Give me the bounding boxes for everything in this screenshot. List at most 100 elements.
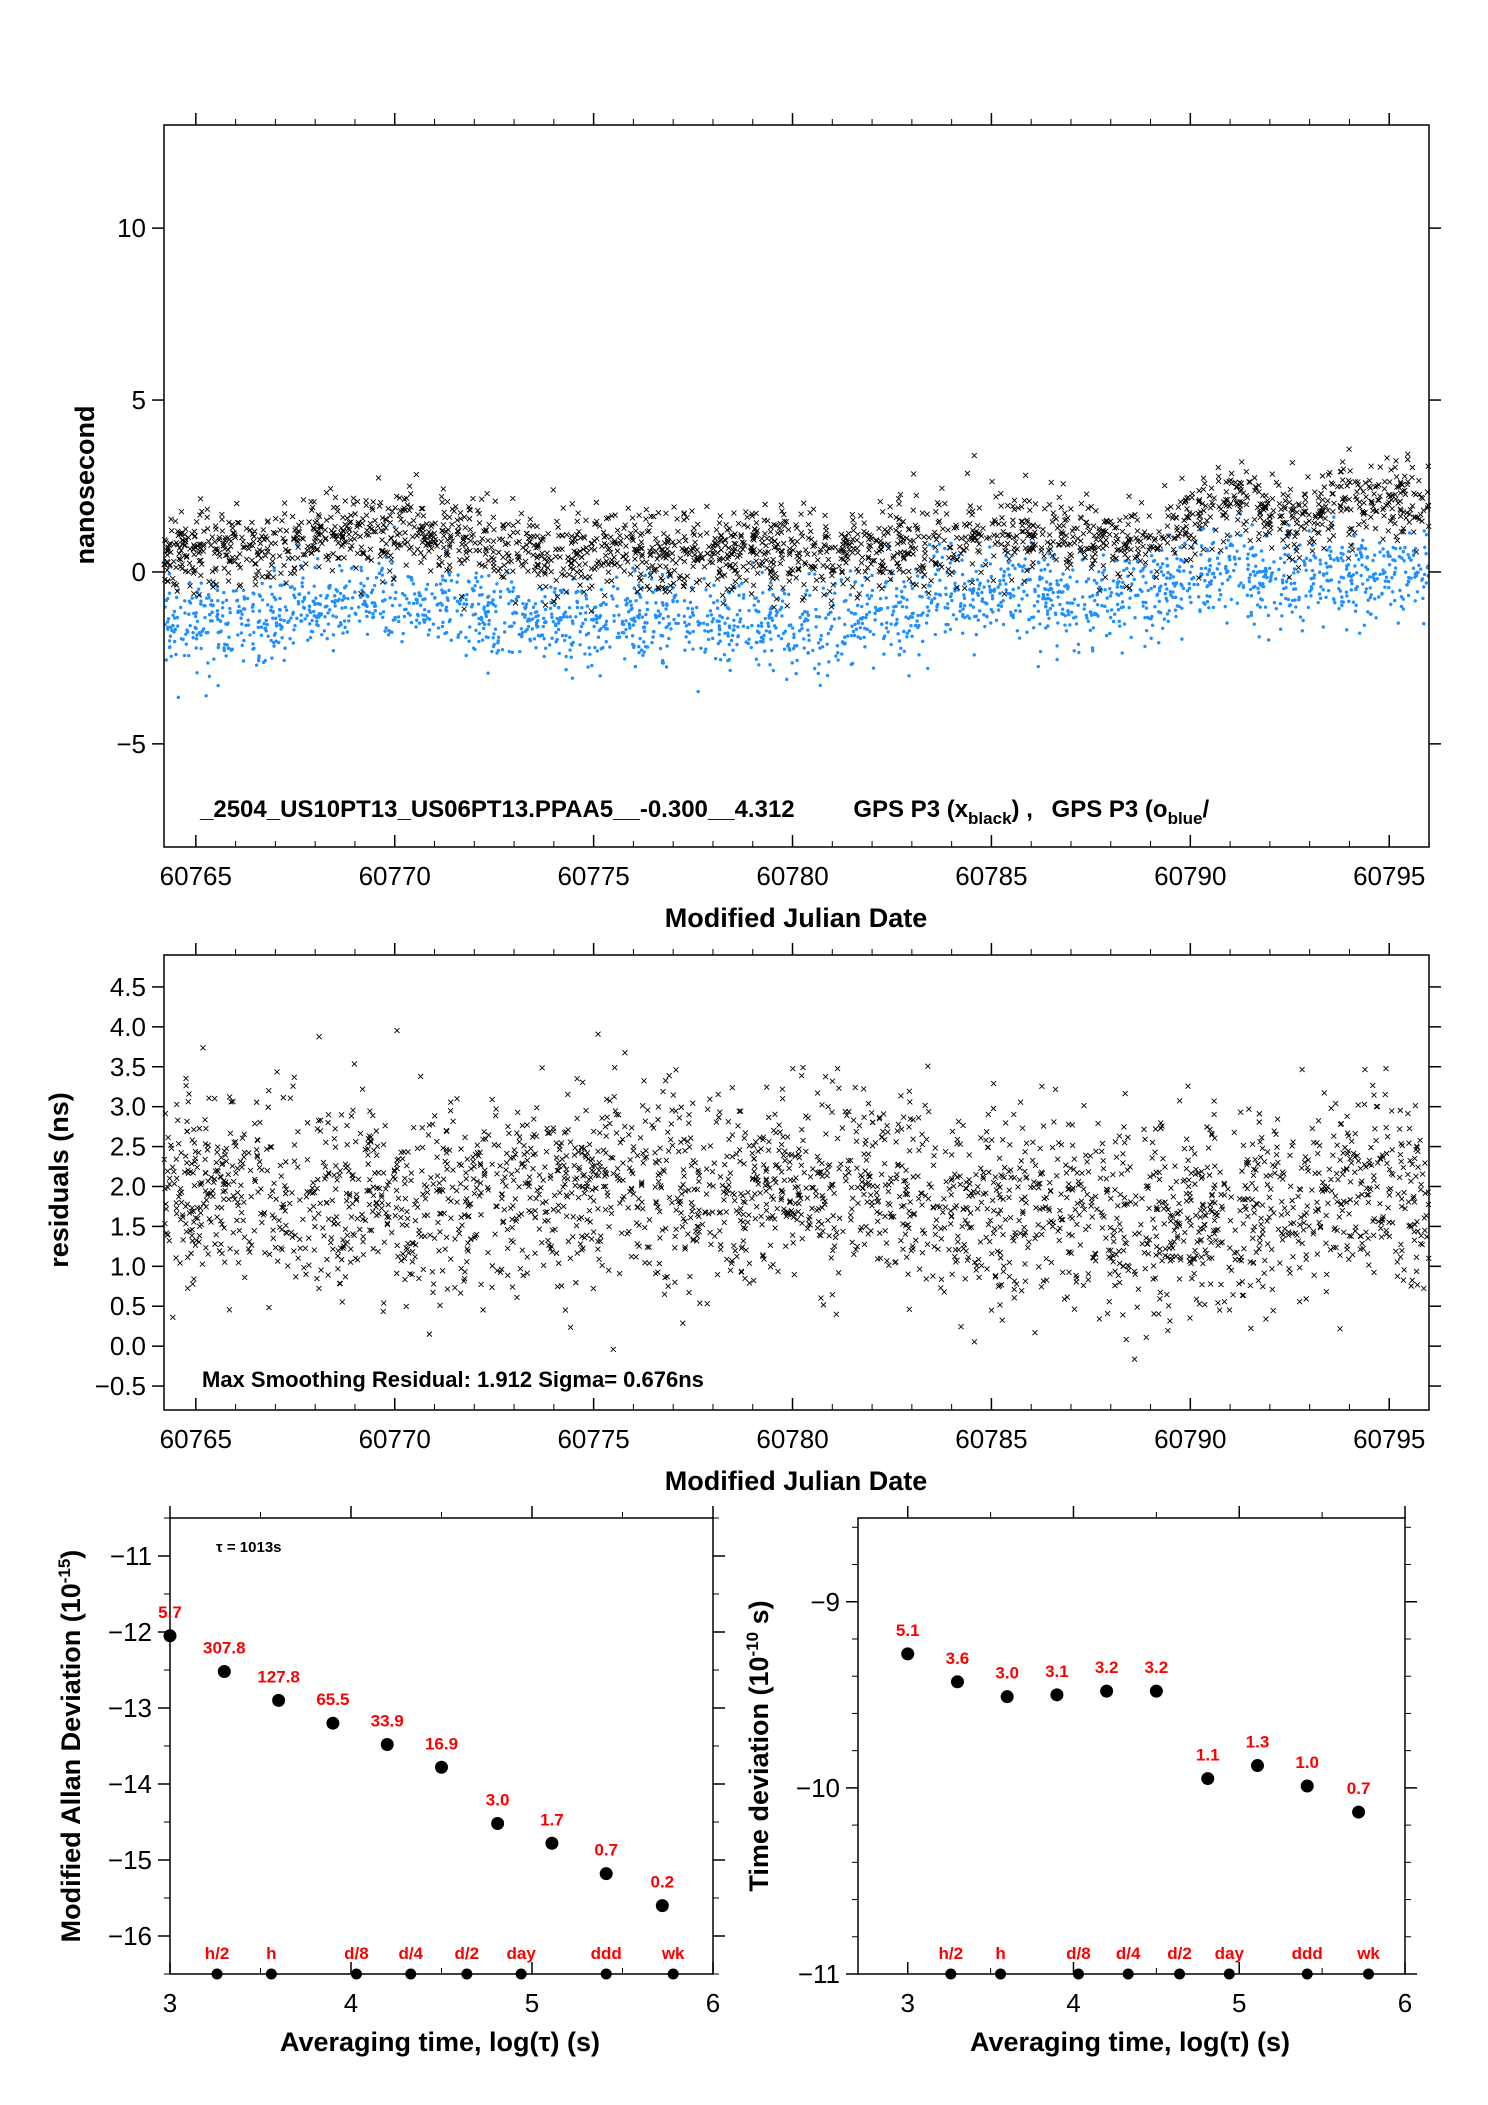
ts-blue-point bbox=[756, 599, 761, 603]
ts-black-point bbox=[479, 535, 486, 542]
ts-blue-point bbox=[723, 598, 727, 602]
ts-blue-point bbox=[1325, 571, 1329, 575]
ts-black-point bbox=[1103, 542, 1110, 549]
ts-blue-point bbox=[568, 648, 572, 652]
ts-blue-point bbox=[194, 646, 198, 650]
res-point bbox=[819, 1204, 825, 1211]
ts-black-point bbox=[352, 530, 359, 537]
res-point bbox=[1301, 1212, 1308, 1219]
ts-black-point bbox=[417, 526, 423, 532]
ts-black-point bbox=[476, 561, 483, 567]
ts-blue-point bbox=[1368, 612, 1373, 616]
ts-blue-point bbox=[500, 648, 505, 652]
ts-black-point bbox=[383, 540, 390, 547]
res-point bbox=[297, 1245, 304, 1252]
ts-blue-point bbox=[524, 602, 529, 606]
ts-blue-point bbox=[853, 611, 858, 616]
ts-black-point bbox=[419, 539, 426, 546]
ts-blue-point bbox=[1413, 599, 1417, 603]
ts-black-point bbox=[1302, 491, 1309, 498]
ts-black-point bbox=[582, 561, 589, 567]
ts-blue-point bbox=[1063, 623, 1067, 627]
ts-blue-point bbox=[996, 585, 1000, 589]
res-point bbox=[752, 1215, 759, 1222]
ts-black-point bbox=[270, 553, 276, 559]
ts-blue-point bbox=[1173, 608, 1178, 612]
ts-black-point bbox=[546, 555, 552, 561]
ts-blue-point bbox=[310, 618, 314, 623]
ts-blue-point bbox=[523, 615, 527, 619]
ts-blue-point bbox=[1171, 581, 1176, 586]
ts-blue-point bbox=[477, 639, 481, 644]
ts-black-point bbox=[1189, 490, 1196, 497]
ts-blue-point bbox=[854, 627, 859, 631]
ts-blue-point bbox=[1060, 607, 1065, 611]
res-point bbox=[814, 1153, 821, 1160]
ts-blue-point bbox=[1361, 582, 1365, 586]
ts-blue-point bbox=[391, 618, 396, 622]
ts-black-point bbox=[534, 555, 540, 561]
ts-black-point bbox=[1200, 486, 1207, 493]
ts-black-point bbox=[466, 506, 473, 513]
res-point bbox=[1056, 1237, 1063, 1244]
ts-blue-point bbox=[1280, 578, 1285, 582]
ts-black-point bbox=[896, 516, 902, 523]
ts-blue-point bbox=[271, 616, 275, 620]
ts-blue-point bbox=[1156, 610, 1161, 614]
ts-black-point bbox=[910, 471, 917, 477]
ts-blue-point bbox=[771, 593, 775, 597]
ts-blue-point bbox=[1227, 554, 1232, 559]
ts-blue-point bbox=[960, 631, 965, 635]
ts-black-point bbox=[264, 545, 271, 552]
ts-blue-point bbox=[886, 630, 890, 634]
ts-black-point bbox=[225, 569, 232, 576]
res-point bbox=[1085, 1276, 1092, 1283]
ts-black-point bbox=[386, 568, 393, 574]
ts-black-point bbox=[172, 518, 179, 524]
ts-black-point bbox=[630, 537, 636, 544]
ts-black-point bbox=[1381, 512, 1387, 519]
ts-black-point bbox=[539, 550, 545, 557]
ts-black-point bbox=[1393, 458, 1399, 464]
ts-black-point bbox=[936, 532, 942, 539]
ts-blue-point bbox=[1111, 579, 1116, 583]
ts-blue-point bbox=[490, 649, 494, 654]
ts-black-point bbox=[1222, 500, 1229, 506]
ts-blue-point bbox=[331, 633, 336, 637]
ts-blue-point bbox=[262, 622, 266, 626]
ts-black-point bbox=[932, 559, 939, 566]
ts-blue-point bbox=[476, 602, 481, 606]
ts-blue-point bbox=[227, 635, 231, 639]
ts-black-point bbox=[771, 604, 777, 611]
ts-blue-point bbox=[475, 579, 480, 584]
ts-black-point bbox=[1204, 517, 1210, 524]
ts-black-point bbox=[971, 535, 978, 542]
ts-black-point bbox=[1409, 503, 1416, 509]
ts-black-point bbox=[980, 525, 986, 532]
ts-blue-point bbox=[1381, 547, 1385, 551]
ts-black-point bbox=[717, 532, 724, 539]
ts-blue-point bbox=[533, 602, 538, 606]
ts-black-point bbox=[801, 594, 807, 601]
ts-blue-point bbox=[1047, 588, 1051, 592]
ts-black-point bbox=[230, 530, 236, 536]
ts-blue-point bbox=[1346, 549, 1351, 554]
ts-blue-point bbox=[259, 633, 264, 637]
ts-blue-point bbox=[1048, 569, 1053, 573]
ts-black-point bbox=[294, 555, 301, 561]
ts-black-point bbox=[1096, 525, 1102, 532]
ts-black-point bbox=[541, 562, 548, 569]
ts-black-point bbox=[1021, 497, 1028, 504]
ts-blue-point bbox=[1403, 545, 1407, 550]
ts-blue-point bbox=[1316, 600, 1320, 605]
ts-blue-point bbox=[1351, 600, 1356, 604]
ts-blue-point bbox=[578, 611, 583, 616]
ts-black-point bbox=[777, 560, 784, 567]
ts-blue-point bbox=[705, 622, 710, 627]
ts-blue-point bbox=[320, 632, 324, 637]
ts-blue-point bbox=[932, 596, 937, 601]
ts-black-point bbox=[402, 529, 408, 536]
ts-black-point bbox=[799, 533, 806, 540]
ts-blue-point bbox=[1085, 616, 1089, 620]
ts-blue-point bbox=[445, 596, 450, 600]
